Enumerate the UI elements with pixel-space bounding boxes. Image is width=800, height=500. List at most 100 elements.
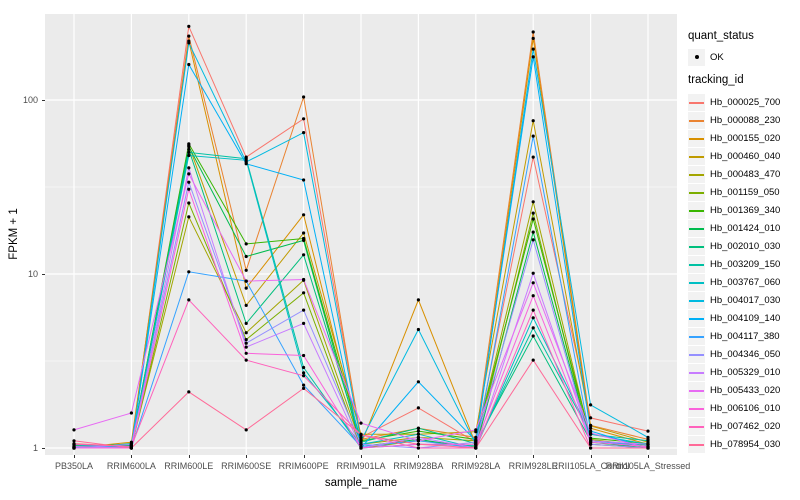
data-point [416,380,420,384]
data-point [244,162,248,166]
series-color-key-icon [688,129,705,147]
data-point [187,172,191,176]
legend-item-label: Hb_001159_050 [710,186,780,198]
x-tick-mark [303,455,305,458]
y-tick-mark [42,100,45,101]
x-tick-mark [188,455,190,458]
x-tick-label-RRIM928LE: RRIM928LE [508,461,558,471]
data-point [531,155,535,159]
data-point [302,383,306,387]
data-point [187,41,191,45]
x-tick-label-RRIM600PE: RRIM600PE [278,461,329,471]
series-color-key-icon [688,165,705,183]
data-point [531,211,535,215]
data-point [187,270,191,274]
data-point [72,439,76,443]
data-point [302,117,306,121]
data-point [302,178,306,182]
data-point [302,321,306,325]
data-point [302,277,306,282]
data-point [531,217,535,221]
series-color-key-icon [688,93,705,111]
y-tick-label: 100 [22,95,38,105]
data-point [129,446,133,450]
legend-item-label: Hb_003209_150 [710,258,781,270]
data-point [531,294,535,298]
y-tick-label: 1 [32,443,38,453]
data-point [244,358,248,362]
data-point [474,428,478,432]
legend-item-label: Hb_001369_340 [710,204,781,216]
legend-item-Hb_006106_010: Hb_006106_010 [688,399,780,417]
data-point [302,353,306,358]
series-color-key-icon [688,345,705,363]
data-points [72,24,650,450]
data-point [244,428,248,432]
legend-item-label: Hb_005329_010 [710,366,781,378]
data-point [302,131,306,135]
data-point [646,439,650,443]
legend-item-Hb_001424_010: Hb_001424_010 [688,219,780,237]
legend-item-Hb_002010_030: Hb_002010_030 [688,237,780,255]
ok-point-key-icon [688,48,705,66]
legend-item-Hb_005433_020: Hb_005433_020 [688,381,780,399]
series-color-key-icon [688,219,705,237]
data-point [531,358,535,362]
data-point [589,426,593,430]
plot-panel [45,14,677,455]
data-point [187,34,191,38]
legend-item-label: Hb_004346_050 [710,348,781,360]
data-point [416,327,420,332]
data-point [474,442,478,446]
data-point [359,421,363,425]
x-tick-label-RRIM600LA: RRIM600LA [106,461,156,471]
legend-item-Hb_001369_340: Hb_001369_340 [688,201,780,219]
legend-item-label: Hb_004117_380 [710,330,780,342]
data-point [646,429,650,433]
legend-title-quant-status: quant_status [688,30,754,42]
data-point [531,36,535,40]
series-color-key-icon [688,237,705,255]
y-axis-title: FPKM + 1 [8,208,20,260]
chart-canvas [45,14,677,455]
data-point [244,321,248,325]
data-point [187,142,191,146]
data-point [302,231,306,235]
data-point [589,440,593,444]
data-point [531,200,535,204]
data-point [302,213,306,217]
data-point [531,281,535,285]
legend-item-label: Hb_000025_700 [710,96,781,108]
data-point [129,442,133,446]
legend-item-label: OK [710,51,724,63]
series-color-key-icon [688,309,705,327]
legend-item-Hb_000155_020: Hb_000155_020 [688,129,780,147]
series-color-key-icon [688,111,705,129]
data-point [416,298,420,302]
legend-item-label: Hb_000483_470 [710,168,781,180]
x-tick-mark [361,455,362,458]
data-point [589,436,593,440]
x-tick-label-RRII105LA_Stressed: RRII105LA_Stressed [605,461,691,471]
series-color-key-icon [688,381,705,399]
legend-item-quant-status-ok: OK [688,48,724,66]
data-point [72,446,76,450]
x-tick-mark [648,455,649,458]
data-point [531,326,535,330]
legend-item-Hb_004346_050: Hb_004346_050 [688,345,780,363]
data-point [416,426,420,430]
data-point [187,147,191,151]
series-color-key-icon [688,255,705,273]
data-point [187,390,191,394]
legend-item-Hb_005329_010: Hb_005329_010 [688,363,780,381]
data-point [646,446,650,450]
data-point [359,446,363,450]
data-point [72,442,76,446]
data-point [589,431,593,435]
data-point [187,187,191,191]
legend-item-label: Hb_005433_020 [710,384,781,396]
data-point [244,268,248,272]
data-point [302,374,306,378]
x-tick-label-RRIM901LA: RRIM901LA [336,461,386,471]
